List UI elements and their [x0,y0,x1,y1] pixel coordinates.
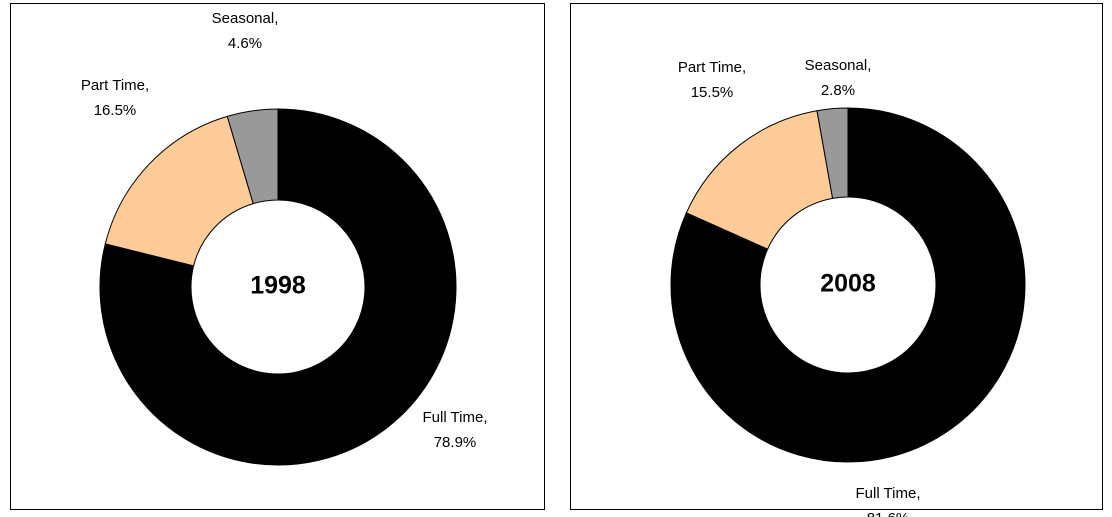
category-label: Full Time, [422,409,487,426]
category-label: Seasonal, [805,57,872,74]
value-label: 4.6% [228,35,262,52]
donut-segment [226,108,279,205]
value-label: 78.9% [434,434,477,451]
donut-segment [104,115,254,267]
value-label: 15.5% [691,84,734,101]
value-label: 2.8% [821,82,855,99]
category-label: Part Time, [678,59,746,76]
donut-segment [99,108,457,466]
donut-segment [670,107,1026,463]
donut-segment [816,107,849,199]
category-label: Seasonal, [212,10,279,27]
value-label: 16.5% [94,102,137,119]
value-label: 81.6% [867,510,910,517]
category-label: Full Time, [855,485,920,502]
chart-title: 1998 [250,272,306,300]
donut-segment [685,110,834,250]
category-label: Part Time, [81,77,149,94]
chart-title: 2008 [820,270,876,298]
